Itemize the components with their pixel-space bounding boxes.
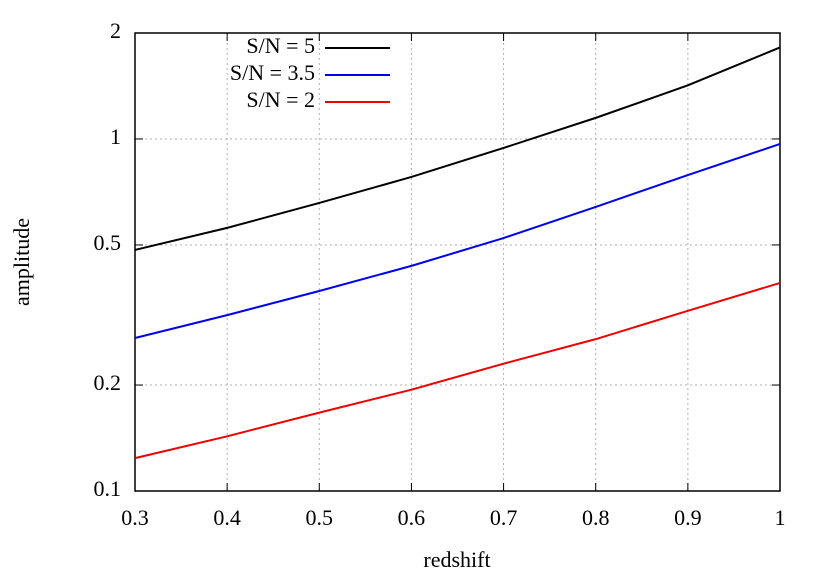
plot-frame [134, 32, 781, 492]
legend-label: S/N = 3.5 [230, 60, 315, 85]
data-line [134, 46, 781, 251]
x-tick-label: 0.5 [306, 505, 334, 530]
x-axis-label: redshift [423, 547, 490, 572]
y-axis-label: amplitude [9, 218, 34, 306]
data-line [134, 142, 781, 339]
y-tick-label: 0.1 [94, 476, 122, 501]
x-tick-label: 0.7 [490, 505, 518, 530]
data-line [134, 281, 781, 460]
legend-label: S/N = 2 [246, 87, 315, 112]
legend-label: S/N = 5 [246, 33, 315, 58]
x-tick-label: 0.8 [582, 505, 610, 530]
y-tick-label: 1 [110, 124, 121, 149]
x-tick-label: 0.4 [213, 505, 241, 530]
y-tick-label: 2 [110, 18, 121, 43]
y-tick-label: 0.5 [94, 230, 122, 255]
x-tick-label: 0.6 [398, 505, 426, 530]
x-tick-label: 0.9 [674, 505, 702, 530]
x-tick-label: 0.3 [121, 505, 149, 530]
x-tick-label: 1 [775, 505, 786, 530]
y-tick-label: 0.2 [94, 370, 122, 395]
